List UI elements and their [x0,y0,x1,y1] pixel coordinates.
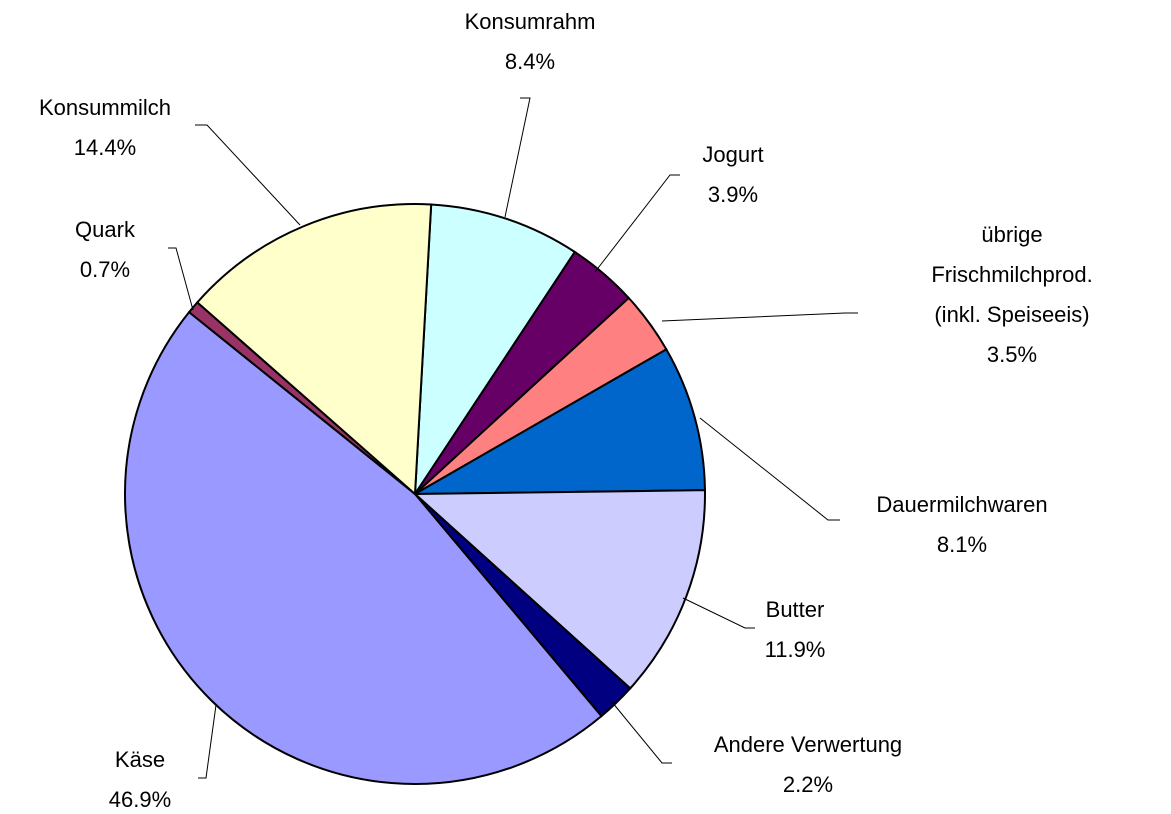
value-label: 46.9% [108,787,172,812]
leader-line [699,417,840,521]
leader-line [198,704,217,779]
value-label: 3.9% [707,182,759,207]
category-name: Dauermilchwaren [876,492,1048,517]
leader-line [168,247,194,311]
value-label: 8.1% [936,532,988,557]
slice-label: Andere Verwertung 2.2% [714,725,902,805]
pie-slice [124,310,603,785]
value-label: 8.4% [504,49,556,74]
category-name: Konsumrahm [464,9,596,34]
slice-label: Butter 11.9% [765,590,826,670]
value-label: 11.9% [764,637,826,662]
leader-line [661,312,858,322]
leader-line [682,597,755,629]
pie-slice [411,347,706,496]
leader-line [594,174,680,273]
slice-label: Dauermilchwaren 8.1% [876,485,1047,565]
slice-label: Jogurt 3.9% [702,135,763,215]
category-name: Butter [765,597,825,622]
slice-label: Konsumrahm 8.4% [465,2,596,82]
pie-slice [413,203,577,498]
category-name: Konsummilch [38,95,172,120]
slice-label: Konsummilch 14.4% [39,88,171,168]
slice-label: Quark 0.7% [75,210,135,290]
leader-line [195,124,301,226]
category-name: Käse [114,747,166,772]
value-label: 0.7% [79,257,131,282]
category-name: Jogurt [702,142,764,167]
pie-slice [195,203,433,497]
value-label: 3.5% [986,342,1038,367]
pie-slice [412,489,706,690]
value-label: 2.2% [782,772,834,797]
leader-line [611,701,672,764]
slice-label: Käse 46.9% [109,740,171,814]
category-name: Andere Verwertung [713,732,903,757]
slice-label: übrige Frischmilchprod. (inkl. Speiseeis… [931,215,1092,375]
category-name: Quark [75,217,135,242]
category-name: übrige Frischmilchprod. (inkl. Speiseeis… [931,222,1093,327]
leader-line [504,97,531,218]
value-label: 14.4% [73,135,137,160]
